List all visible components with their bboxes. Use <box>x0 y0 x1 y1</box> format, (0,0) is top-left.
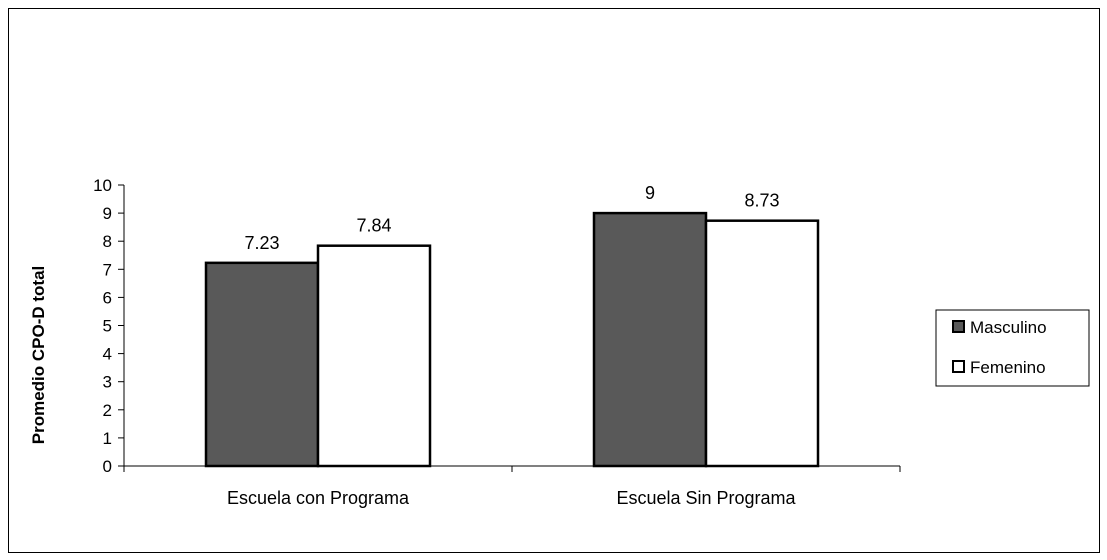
x-category-label: Escuela con Programa <box>227 488 410 508</box>
legend-box <box>935 309 1090 387</box>
y-tick-label: 3 <box>103 373 112 392</box>
data-label: 7.84 <box>356 216 391 236</box>
data-label: 7.23 <box>244 233 279 253</box>
labels: 7.23 7.84 Escuela con Programa 9 8.73 Escuela… <box>227 183 797 508</box>
y-tick-label: 10 <box>93 176 112 195</box>
y-tick-label: 5 <box>103 317 112 336</box>
y-tick-label: 9 <box>103 204 112 223</box>
legend-label-masculino: Masculino <box>970 318 1047 337</box>
bars <box>204 211 820 468</box>
legend-label-femenino: Femenino <box>970 358 1046 377</box>
y-tick-label: 0 <box>103 457 112 476</box>
legend: Masculino Femenino <box>935 309 1090 387</box>
bar-masculino-2 <box>592 211 708 468</box>
bar-masculino-1 <box>204 261 320 468</box>
y-tick-label: 7 <box>103 260 112 279</box>
y-tick-label: 2 <box>103 401 112 420</box>
bar-femenino-2 <box>704 219 820 468</box>
y-tick-label: 4 <box>103 345 112 364</box>
y-axis-label: Promedio CPO-D total <box>29 266 48 445</box>
data-label: 8.73 <box>744 191 779 211</box>
data-label: 9 <box>645 183 655 203</box>
x-category-label: Escuela Sin Programa <box>616 488 796 508</box>
y-tick-label: 1 <box>103 429 112 448</box>
y-tick-label: 6 <box>103 288 112 307</box>
legend-swatch-femenino <box>952 360 965 373</box>
legend-swatch-masculino <box>952 320 965 333</box>
chart-frame <box>8 8 1100 553</box>
bar-femenino-1 <box>316 244 432 468</box>
y-tick-label: 8 <box>103 232 112 251</box>
